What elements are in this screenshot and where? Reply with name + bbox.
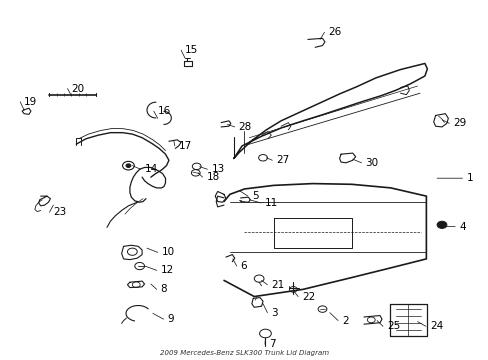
Text: 20: 20 bbox=[71, 84, 84, 94]
Text: 28: 28 bbox=[238, 122, 251, 132]
Text: 27: 27 bbox=[276, 155, 289, 165]
Text: 13: 13 bbox=[211, 164, 224, 174]
Text: 9: 9 bbox=[167, 314, 174, 324]
Text: 7: 7 bbox=[268, 339, 275, 349]
Text: 25: 25 bbox=[386, 321, 399, 331]
Text: 12: 12 bbox=[160, 265, 174, 275]
Text: 15: 15 bbox=[184, 45, 198, 55]
Text: 18: 18 bbox=[206, 172, 219, 182]
Text: 2009 Mercedes-Benz SLK300 Trunk Lid Diagram: 2009 Mercedes-Benz SLK300 Trunk Lid Diag… bbox=[160, 350, 328, 356]
Text: 22: 22 bbox=[302, 292, 315, 302]
Text: 5: 5 bbox=[251, 191, 258, 201]
Text: 26: 26 bbox=[328, 27, 341, 37]
Circle shape bbox=[126, 164, 131, 167]
Text: 24: 24 bbox=[429, 321, 442, 331]
Text: 21: 21 bbox=[271, 280, 284, 290]
Text: 8: 8 bbox=[160, 284, 167, 294]
Text: 6: 6 bbox=[240, 261, 247, 271]
Text: 3: 3 bbox=[271, 308, 277, 318]
Text: 10: 10 bbox=[161, 247, 174, 257]
Text: 1: 1 bbox=[466, 173, 472, 183]
Text: 29: 29 bbox=[452, 118, 466, 128]
Text: 11: 11 bbox=[264, 198, 278, 208]
Text: 23: 23 bbox=[53, 207, 66, 217]
Text: 2: 2 bbox=[341, 316, 348, 325]
Text: 30: 30 bbox=[365, 158, 378, 168]
Text: 17: 17 bbox=[178, 141, 191, 151]
Text: 19: 19 bbox=[24, 97, 37, 107]
Text: 4: 4 bbox=[458, 222, 465, 231]
Text: 14: 14 bbox=[144, 164, 158, 174]
Text: 16: 16 bbox=[158, 106, 171, 116]
Circle shape bbox=[436, 221, 446, 228]
